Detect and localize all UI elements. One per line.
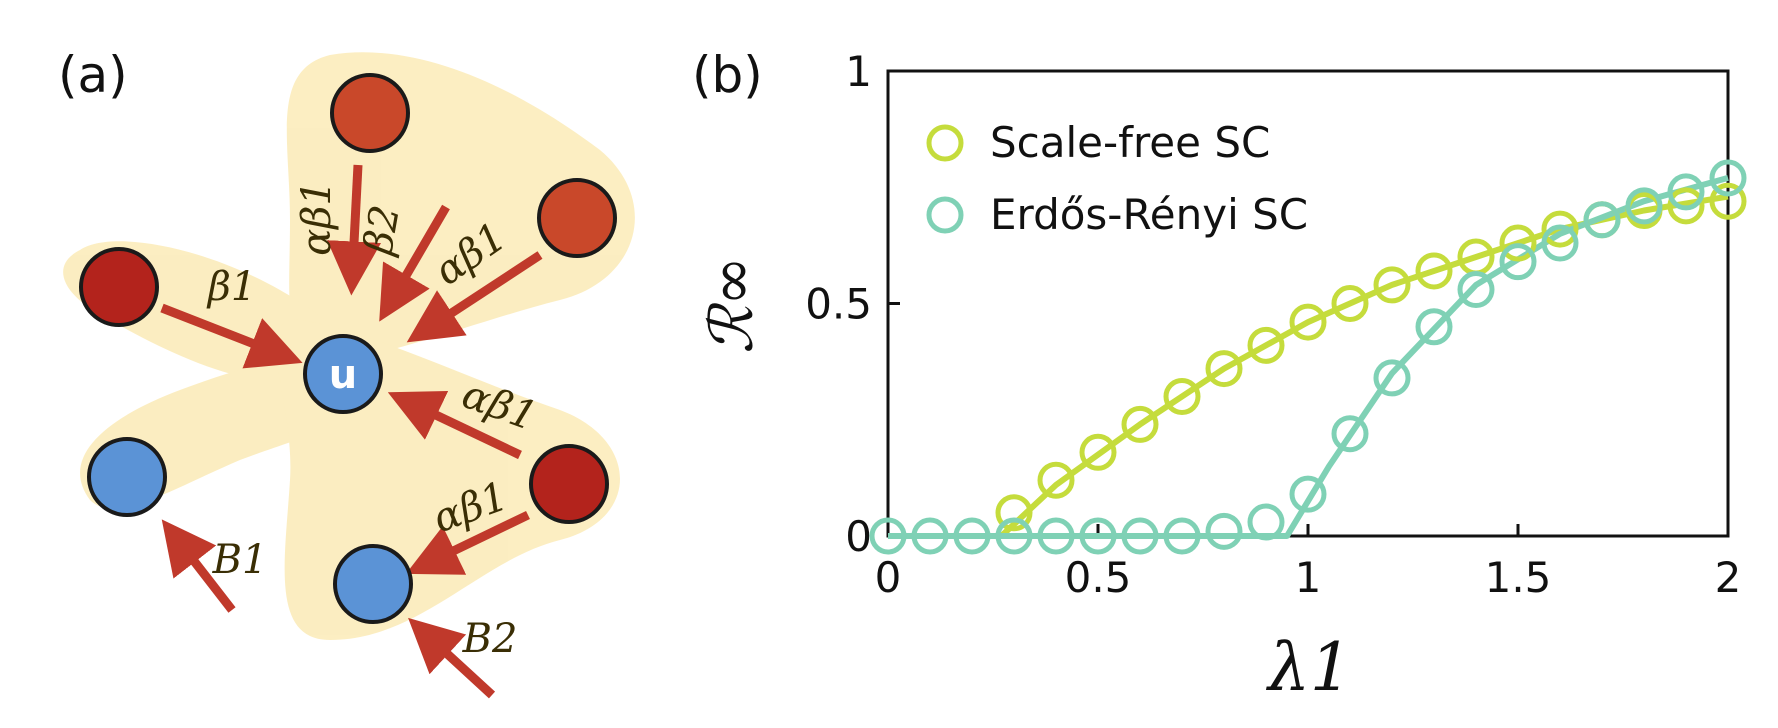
legend: Scale-free SC Erdős-Rényi SC bbox=[926, 118, 1308, 239]
edge-label-top-left: αβ1 bbox=[294, 180, 340, 256]
arrow-top-right bbox=[406, 251, 543, 343]
arrow-top-middle bbox=[379, 204, 450, 322]
marker-series-0-point-1 bbox=[1037, 461, 1075, 499]
marker-series-1-point-1 bbox=[911, 517, 949, 555]
node-bottom-susceptible bbox=[333, 544, 413, 624]
edge-label-bottom-left: B1 bbox=[212, 537, 268, 583]
marker-series-1-point-5 bbox=[1079, 517, 1117, 555]
fit-line-series-0 bbox=[999, 193, 1729, 539]
marker-series-1-point-19 bbox=[1667, 173, 1705, 211]
marker-series-1-point-13 bbox=[1415, 308, 1453, 346]
marker-series-0-point-5 bbox=[1205, 350, 1243, 388]
marker-series-1-point-16 bbox=[1541, 224, 1579, 262]
marker-series-1-point-2 bbox=[953, 517, 991, 555]
marker-series-0-point-0 bbox=[995, 494, 1033, 532]
marker-series-1-point-20 bbox=[1709, 159, 1747, 197]
arrow-top-left bbox=[327, 164, 382, 296]
marker-series-1-point-8 bbox=[1205, 512, 1243, 550]
marker-series-0-point-3 bbox=[1121, 405, 1159, 443]
marker-series-1-point-14 bbox=[1457, 271, 1495, 309]
x-tick-label-0: 0 bbox=[875, 553, 902, 602]
x-tick-label-3: 1.5 bbox=[1485, 553, 1552, 602]
node-top-infected bbox=[330, 73, 410, 153]
node-lower-left-susceptible bbox=[87, 437, 167, 517]
node-right-infected bbox=[529, 444, 609, 524]
y-tick-label-0: 0 bbox=[845, 512, 872, 561]
marker-series-0-point-6 bbox=[1247, 326, 1285, 364]
data-markers bbox=[869, 159, 1747, 555]
arrow-left bbox=[160, 303, 303, 369]
marker-series-0-point-17 bbox=[1709, 182, 1747, 220]
x-axis-label: λ1 bbox=[1265, 629, 1352, 706]
marker-series-1-point-0 bbox=[869, 517, 907, 555]
arrow-right-lower bbox=[405, 510, 530, 575]
edge-label-left: β1 bbox=[206, 264, 257, 310]
arrows bbox=[160, 164, 543, 699]
marker-series-0-point-16 bbox=[1667, 187, 1705, 225]
y-tick-label-1: 0.5 bbox=[805, 280, 872, 329]
marker-series-1-point-18 bbox=[1625, 187, 1663, 225]
legend-marker-erdos-renyi bbox=[926, 196, 964, 234]
x-tick-label-2: 1 bbox=[1295, 553, 1322, 602]
axis-ticks: 0 0.5 1 1.5 2 0 0.5 1 bbox=[805, 47, 1741, 602]
node-center-u bbox=[303, 334, 383, 414]
y-axis-label: ℛ∞ bbox=[697, 256, 767, 354]
marker-series-0-point-10 bbox=[1415, 252, 1453, 290]
panel-a: (a) u bbox=[58, 46, 635, 699]
panel-a-label: (a) bbox=[58, 46, 128, 104]
arrow-bottom-right bbox=[408, 617, 496, 699]
nodes bbox=[79, 73, 617, 624]
arrow-right-upper bbox=[387, 390, 522, 460]
center-node-label: u bbox=[329, 352, 357, 398]
marker-series-1-point-7 bbox=[1163, 517, 1201, 555]
node-left-infected bbox=[79, 247, 159, 327]
marker-series-0-point-4 bbox=[1163, 378, 1201, 415]
marker-series-1-point-3 bbox=[995, 517, 1033, 555]
marker-series-1-point-15 bbox=[1499, 243, 1537, 281]
legend-marker-scale-free bbox=[926, 124, 964, 162]
x-tick-label-4: 2 bbox=[1715, 553, 1742, 602]
arrow-bottom-left bbox=[161, 519, 236, 613]
edge-label-top-middle: β2 bbox=[355, 202, 409, 260]
marker-series-1-point-4 bbox=[1037, 517, 1075, 555]
marker-series-1-point-6 bbox=[1121, 517, 1159, 555]
marker-series-1-point-10 bbox=[1289, 475, 1327, 513]
marker-series-1-point-11 bbox=[1331, 415, 1369, 453]
marker-series-1-point-17 bbox=[1583, 201, 1621, 239]
marker-series-0-point-12 bbox=[1499, 224, 1537, 262]
x-tick-label-1: 0.5 bbox=[1065, 553, 1132, 602]
panel-b: (b) 0 0.5 1 1.5 2 0 0.5 1 λ1 ℛ∞ Scale-free SC E… bbox=[692, 46, 1747, 706]
marker-series-1-point-9 bbox=[1247, 503, 1285, 541]
marker-series-0-point-7 bbox=[1289, 303, 1327, 341]
marker-series-1-point-12 bbox=[1373, 359, 1411, 397]
marker-series-0-point-2 bbox=[1079, 433, 1117, 471]
marker-series-0-point-8 bbox=[1331, 285, 1369, 322]
node-top-right-infected bbox=[537, 178, 617, 258]
marker-series-0-point-9 bbox=[1373, 266, 1411, 304]
legend-label-erdos-renyi: Erdős-Rényi SC bbox=[990, 190, 1308, 239]
y-tick-label-2: 1 bbox=[845, 47, 872, 96]
edge-label-bottom-right: B2 bbox=[462, 616, 518, 662]
marker-series-0-point-13 bbox=[1541, 210, 1579, 248]
legend-label-scale-free: Scale-free SC bbox=[990, 118, 1270, 167]
panel-b-label: (b) bbox=[692, 46, 763, 104]
